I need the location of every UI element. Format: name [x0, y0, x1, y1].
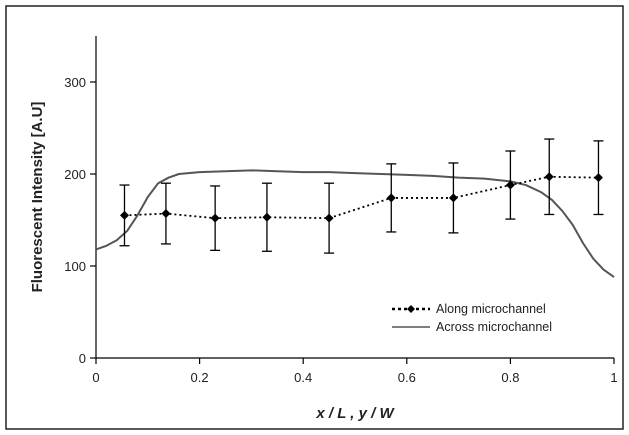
x-tick-label: 1: [610, 370, 617, 385]
x-tick-label: 0.4: [294, 370, 312, 385]
x-tick-label: 0: [92, 370, 99, 385]
plot-area: 0 0.2 0.4 0.6 0.8 1 0 100 200 300: [64, 36, 618, 385]
data-point-marker: [161, 209, 171, 219]
y-tick-label: 200: [64, 167, 86, 182]
x-tick-label: 0.6: [398, 370, 416, 385]
x-axis-title: x / L , y / W: [315, 405, 395, 422]
x-tick-label: 0.2: [191, 370, 209, 385]
y-tick-label: 100: [64, 259, 86, 274]
data-point-marker: [262, 212, 272, 222]
legend-along-label: Along microchannel: [436, 302, 546, 316]
y-axis-title: Fluorescent Intensity [A.U]: [29, 102, 46, 293]
data-point-marker: [210, 213, 220, 223]
series-across-line: [95, 169, 615, 278]
y-tick-label: 0: [79, 351, 86, 366]
data-point-marker: [324, 213, 334, 223]
legend-across-label: Across microchannel: [436, 320, 552, 334]
legend-along-marker: [407, 305, 415, 313]
data-point-marker: [448, 193, 458, 203]
data-point-marker: [119, 210, 129, 220]
y-tick-label: 300: [64, 75, 86, 90]
data-point-marker: [505, 180, 515, 190]
series-layer: [95, 138, 615, 278]
y-ticks: 0 100 200 300: [64, 75, 96, 366]
x-ticks: 0 0.2 0.4 0.6 0.8 1: [92, 358, 618, 385]
data-point-marker: [593, 173, 603, 183]
x-tick-label: 0.8: [501, 370, 519, 385]
series-along-line: [124, 175, 599, 220]
data-point-marker: [544, 172, 554, 182]
legend: Along microchannel Across microchannel: [392, 302, 552, 334]
data-point-marker: [386, 193, 396, 203]
